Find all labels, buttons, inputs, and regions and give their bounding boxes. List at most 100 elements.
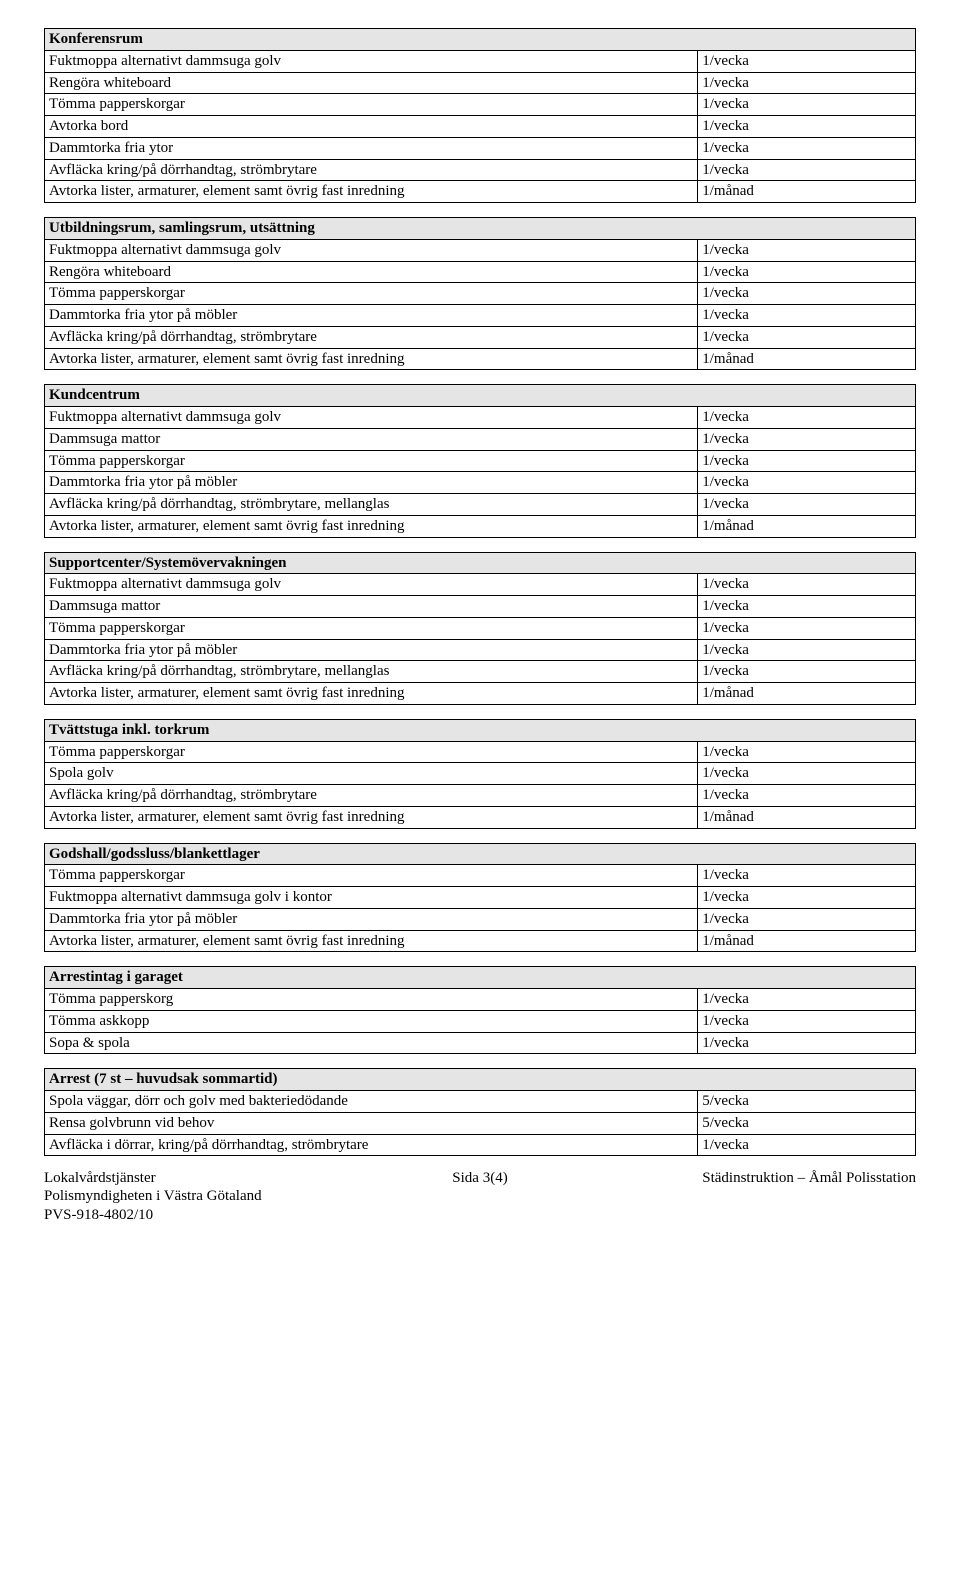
table-row: Avtorka lister, armaturer, element samt … — [45, 806, 916, 828]
frequency-cell: 1/vecka — [698, 261, 916, 283]
frequency-cell: 1/vecka — [698, 472, 916, 494]
table-row: Tömma askkopp1/vecka — [45, 1010, 916, 1032]
task-cell: Avtorka lister, armaturer, element samt … — [45, 930, 698, 952]
frequency-cell: 1/vecka — [698, 574, 916, 596]
task-cell: Tömma papperskorgar — [45, 450, 698, 472]
footer-line3: PVS-918-4802/10 — [44, 1206, 916, 1225]
task-cell: Dammsuga mattor — [45, 596, 698, 618]
table-row: Dammsuga mattor1/vecka — [45, 596, 916, 618]
table-row: Avtorka lister, armaturer, element samt … — [45, 181, 916, 203]
frequency-cell: 1/vecka — [698, 661, 916, 683]
frequency-cell: 1/vecka — [698, 305, 916, 327]
table-row: Fuktmoppa alternativt dammsuga golv1/vec… — [45, 50, 916, 72]
table-row: Tömma papperskorgar1/vecka — [45, 450, 916, 472]
task-cell: Dammtorka fria ytor på möbler — [45, 639, 698, 661]
task-cell: Fuktmoppa alternativt dammsuga golv — [45, 239, 698, 261]
table-row: Fuktmoppa alternativt dammsuga golv1/vec… — [45, 239, 916, 261]
task-cell: Avtorka lister, armaturer, element samt … — [45, 515, 698, 537]
table-row: Dammtorka fria ytor på möbler1/vecka — [45, 639, 916, 661]
table-row: Rengöra whiteboard1/vecka — [45, 72, 916, 94]
frequency-cell: 1/månad — [698, 515, 916, 537]
frequency-cell: 5/vecka — [698, 1112, 916, 1134]
table-row: Spola golv1/vecka — [45, 763, 916, 785]
frequency-cell: 1/vecka — [698, 50, 916, 72]
table-row: Tömma papperskorgar1/vecka — [45, 617, 916, 639]
table-row: Fuktmoppa alternativt dammsuga golv1/vec… — [45, 574, 916, 596]
section-table: Tvättstuga inkl. torkrumTömma papperskor… — [44, 719, 916, 829]
task-cell: Rengöra whiteboard — [45, 261, 698, 283]
task-cell: Dammtorka fria ytor på möbler — [45, 305, 698, 327]
task-cell: Fuktmoppa alternativt dammsuga golv i ko… — [45, 887, 698, 909]
frequency-cell: 1/vecka — [698, 785, 916, 807]
table-row: Dammtorka fria ytor på möbler1/vecka — [45, 305, 916, 327]
task-cell: Dammtorka fria ytor på möbler — [45, 472, 698, 494]
task-cell: Tömma papperskorgar — [45, 94, 698, 116]
frequency-cell: 1/vecka — [698, 450, 916, 472]
table-row: Dammtorka fria ytor på möbler1/vecka — [45, 908, 916, 930]
table-row: Avtorka lister, armaturer, element samt … — [45, 930, 916, 952]
task-cell: Avtorka bord — [45, 116, 698, 138]
frequency-cell: 1/vecka — [698, 596, 916, 618]
section-table: Arrest (7 st – huvudsak sommartid)Spola … — [44, 1068, 916, 1156]
section-table: Arrestintag i garagetTömma papperskorg1/… — [44, 966, 916, 1054]
table-row: Avtorka bord1/vecka — [45, 116, 916, 138]
section-header: Arrestintag i garaget — [45, 967, 916, 989]
frequency-cell: 1/vecka — [698, 865, 916, 887]
task-cell: Tömma papperskorgar — [45, 741, 698, 763]
section-header: Supportcenter/Systemövervakningen — [45, 552, 916, 574]
table-row: Tömma papperskorgar1/vecka — [45, 741, 916, 763]
table-row: Tömma papperskorg1/vecka — [45, 989, 916, 1011]
task-cell: Avfläcka kring/på dörrhandtag, strömbryt… — [45, 785, 698, 807]
table-row: Tömma papperskorgar1/vecka — [45, 94, 916, 116]
frequency-cell: 1/vecka — [698, 326, 916, 348]
table-row: Avfläcka kring/på dörrhandtag, strömbryt… — [45, 661, 916, 683]
frequency-cell: 1/vecka — [698, 94, 916, 116]
section-header: Kundcentrum — [45, 385, 916, 407]
table-row: Tömma papperskorgar1/vecka — [45, 865, 916, 887]
task-cell: Avtorka lister, armaturer, element samt … — [45, 181, 698, 203]
task-cell: Fuktmoppa alternativt dammsuga golv — [45, 407, 698, 429]
table-row: Avfläcka kring/på dörrhandtag, strömbryt… — [45, 494, 916, 516]
frequency-cell: 1/vecka — [698, 908, 916, 930]
frequency-cell: 1/vecka — [698, 407, 916, 429]
footer-left: Lokalvårdstjänster — [44, 1170, 335, 1187]
task-cell: Rensa golvbrunn vid behov — [45, 1112, 698, 1134]
table-row: Avtorka lister, armaturer, element samt … — [45, 683, 916, 705]
task-cell: Avfläcka kring/på dörrhandtag, strömbryt… — [45, 326, 698, 348]
table-row: Avfläcka kring/på dörrhandtag, strömbryt… — [45, 326, 916, 348]
frequency-cell: 1/vecka — [698, 989, 916, 1011]
footer-row1: Lokalvårdstjänster Sida 3(4) Städinstruk… — [44, 1170, 916, 1187]
task-cell: Avfläcka kring/på dörrhandtag, strömbryt… — [45, 494, 698, 516]
task-cell: Tömma askkopp — [45, 1010, 698, 1032]
task-cell: Avtorka lister, armaturer, element samt … — [45, 348, 698, 370]
task-cell: Tömma papperskorgar — [45, 283, 698, 305]
table-row: Fuktmoppa alternativt dammsuga golv i ko… — [45, 887, 916, 909]
section-header: Konferensrum — [45, 29, 916, 51]
table-row: Sopa & spola1/vecka — [45, 1032, 916, 1054]
section-header: Tvättstuga inkl. torkrum — [45, 719, 916, 741]
task-cell: Fuktmoppa alternativt dammsuga golv — [45, 574, 698, 596]
section-header: Godshall/godssluss/blankettlager — [45, 843, 916, 865]
table-row: Avfläcka kring/på dörrhandtag, strömbryt… — [45, 785, 916, 807]
frequency-cell: 1/vecka — [698, 763, 916, 785]
task-cell: Dammtorka fria ytor — [45, 137, 698, 159]
frequency-cell: 5/vecka — [698, 1091, 916, 1113]
table-row: Rengöra whiteboard1/vecka — [45, 261, 916, 283]
frequency-cell: 1/vecka — [698, 494, 916, 516]
frequency-cell: 1/vecka — [698, 1010, 916, 1032]
frequency-cell: 1/vecka — [698, 887, 916, 909]
task-cell: Avfläcka kring/på dörrhandtag, strömbryt… — [45, 159, 698, 181]
frequency-cell: 1/vecka — [698, 137, 916, 159]
task-cell: Tömma papperskorgar — [45, 617, 698, 639]
table-row: Dammtorka fria ytor på möbler1/vecka — [45, 472, 916, 494]
frequency-cell: 1/vecka — [698, 741, 916, 763]
table-row: Dammsuga mattor1/vecka — [45, 428, 916, 450]
task-cell: Avtorka lister, armaturer, element samt … — [45, 806, 698, 828]
frequency-cell: 1/vecka — [698, 1134, 916, 1156]
table-row: Avtorka lister, armaturer, element samt … — [45, 515, 916, 537]
frequency-cell: 1/vecka — [698, 617, 916, 639]
footer-line2: Polismyndigheten i Västra Götaland — [44, 1187, 916, 1206]
frequency-cell: 1/månad — [698, 806, 916, 828]
table-row: Avtorka lister, armaturer, element samt … — [45, 348, 916, 370]
task-cell: Dammtorka fria ytor på möbler — [45, 908, 698, 930]
